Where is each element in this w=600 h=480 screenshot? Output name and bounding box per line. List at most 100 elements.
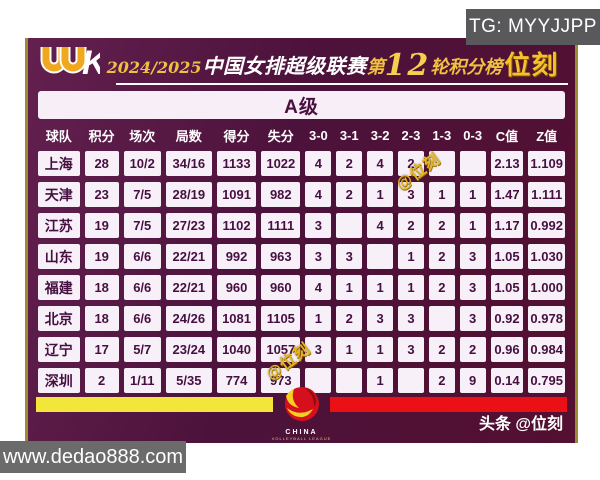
stat-cell	[428, 306, 455, 331]
league-logo: CHINA VOLLEYBALL LEAGUE	[262, 384, 342, 441]
title-round-suffix: 轮积分榜	[430, 57, 503, 77]
stat-cell: 3	[459, 306, 486, 331]
stat-cell: 5/35	[165, 368, 212, 393]
league-logo-line2: VOLLEYBALL LEAGUE	[271, 436, 332, 441]
stat-cell: 1	[428, 182, 455, 207]
stat-cell: 3	[398, 337, 424, 362]
stat-cell: 4	[367, 151, 394, 176]
stat-cell	[459, 151, 486, 176]
column-header: C值	[495, 129, 519, 144]
stat-cell: 22/21	[165, 244, 212, 269]
stat-cell: 23/24	[165, 337, 212, 362]
stat-cell: 1	[367, 182, 394, 207]
stat-cell: 3	[336, 244, 363, 269]
team-cell: 上海	[38, 151, 80, 176]
stat-cell	[367, 244, 394, 269]
team-cell: 天津	[38, 182, 80, 207]
table-row: 福建 18 6/6 22/21 960 960 4 1 1 1 2 3 1.05 1.000	[38, 275, 565, 300]
table-row: 深圳 2 1/11 5/35 774 973 1 2 9 0.14 0.795	[38, 368, 565, 393]
title-round-number: 12	[384, 48, 431, 83]
stat-cell: 1.17	[490, 213, 524, 238]
stat-cell	[336, 368, 363, 393]
stat-cell: 19	[84, 244, 119, 269]
stat-cell: 34/16	[165, 151, 212, 176]
stat-cell: 6/6	[123, 306, 161, 331]
stat-cell: 4	[305, 151, 332, 176]
stat-cell: 1	[398, 275, 424, 300]
stat-cell: 9	[459, 368, 486, 393]
column-header: 3-0	[308, 128, 328, 143]
stat-cell: 1.05	[490, 275, 524, 300]
stat-cell: 0.984	[528, 337, 565, 362]
column-header: Z值	[536, 129, 558, 144]
stat-cell: 27/23	[165, 213, 212, 238]
title-league: 中国女排超级联赛	[202, 56, 367, 78]
table-header-row: 球队 积分 场次 局数 得分 失分 3-0 3-1 3-2 2-3 1-3 0-3 C值 Z值	[38, 126, 565, 145]
footer-yellow-bar	[36, 397, 273, 412]
team-cell: 江苏	[38, 213, 80, 238]
stat-cell: 17	[84, 337, 119, 362]
stat-cell: 6/6	[123, 244, 161, 269]
stat-cell: 2	[428, 213, 455, 238]
stat-cell: 1	[336, 275, 363, 300]
team-cell: 北京	[38, 306, 80, 331]
stat-cell: 2	[398, 213, 424, 238]
stat-cell: 2	[428, 368, 455, 393]
standings-body: 上海 28 10/2 34/16 1133 1022 4 2 4 2 2.13 1.109 天津 23 7/…	[38, 151, 565, 393]
stat-cell: 1133	[216, 151, 257, 176]
stat-cell	[305, 368, 332, 393]
table-row: 山东 19 6/6 22/21 992 963 3 3 1 2 3 1.05 1.030	[38, 244, 565, 269]
panel-header: K 2024/2025中国女排超级联赛第12轮积分榜位刻	[28, 38, 575, 86]
page-title: 2024/2025中国女排超级联赛第12轮积分榜位刻	[100, 45, 565, 83]
stat-cell: 1	[367, 337, 394, 362]
column-header: 3-1	[339, 128, 359, 143]
column-header: 积分	[88, 129, 115, 144]
stat-cell: 28	[84, 151, 119, 176]
stat-cell: 18	[84, 306, 119, 331]
table-row: 辽宁 17 5/7 23/24 1040 1057 3 1 1 3 2 2 0.96 0.984	[38, 337, 565, 362]
title-season: 2024/2025	[106, 58, 202, 77]
stat-cell: 1	[367, 275, 394, 300]
stat-cell: 2	[336, 151, 363, 176]
stat-cell: 23	[84, 182, 119, 207]
standings-panel: K 2024/2025中国女排超级联赛第12轮积分榜位刻 A级 球队积分场次局数…	[25, 38, 578, 443]
stat-cell: 7/5	[123, 213, 161, 238]
stat-cell: 2	[428, 275, 455, 300]
stat-cell: 0.795	[528, 368, 565, 393]
stat-cell: 3	[398, 182, 424, 207]
stat-cell: 1.109	[528, 151, 565, 176]
website-badge: www.dedao888.com	[0, 441, 186, 473]
stat-cell: 3	[305, 337, 332, 362]
column-header: 3-2	[370, 128, 390, 143]
stat-cell: 0.14	[490, 368, 524, 393]
stat-cell: 0.992	[528, 213, 565, 238]
stat-cell: 1	[459, 182, 486, 207]
brand-logo-icon: K	[38, 43, 109, 86]
stat-cell: 992	[216, 244, 257, 269]
standings-table: 球队 积分 场次 局数 得分 失分 3-0 3-1 3-2 2-3 1-3 0-3 C值 Z值 上海 28 1…	[33, 120, 570, 399]
stat-cell: 1	[305, 306, 332, 331]
stat-cell: 4	[305, 275, 332, 300]
stat-cell: 6/6	[123, 275, 161, 300]
stat-cell: 1081	[216, 306, 257, 331]
stat-cell: 3	[398, 306, 424, 331]
stat-cell: 1	[367, 368, 394, 393]
column-header: 0-3	[463, 128, 483, 143]
column-header: 1-3	[432, 128, 452, 143]
svg-text:K: K	[82, 44, 100, 81]
column-header: 球队	[45, 129, 72, 144]
column-header: 局数	[175, 129, 202, 144]
stat-cell: 28/19	[165, 182, 212, 207]
column-header: 2-3	[401, 128, 421, 143]
stat-cell: 1111	[261, 213, 301, 238]
stat-cell: 0.96	[490, 337, 524, 362]
footer-credit: 头条 @位刻	[478, 416, 563, 433]
stat-cell: 960	[261, 275, 301, 300]
stat-cell: 1022	[261, 151, 301, 176]
stat-cell: 2	[428, 337, 455, 362]
tg-badge: TG: MYYJJPP	[466, 9, 600, 45]
stat-cell: 774	[216, 368, 257, 393]
stat-cell: 0.978	[528, 306, 565, 331]
stat-cell: 2.13	[490, 151, 524, 176]
stat-cell: 1.000	[528, 275, 565, 300]
